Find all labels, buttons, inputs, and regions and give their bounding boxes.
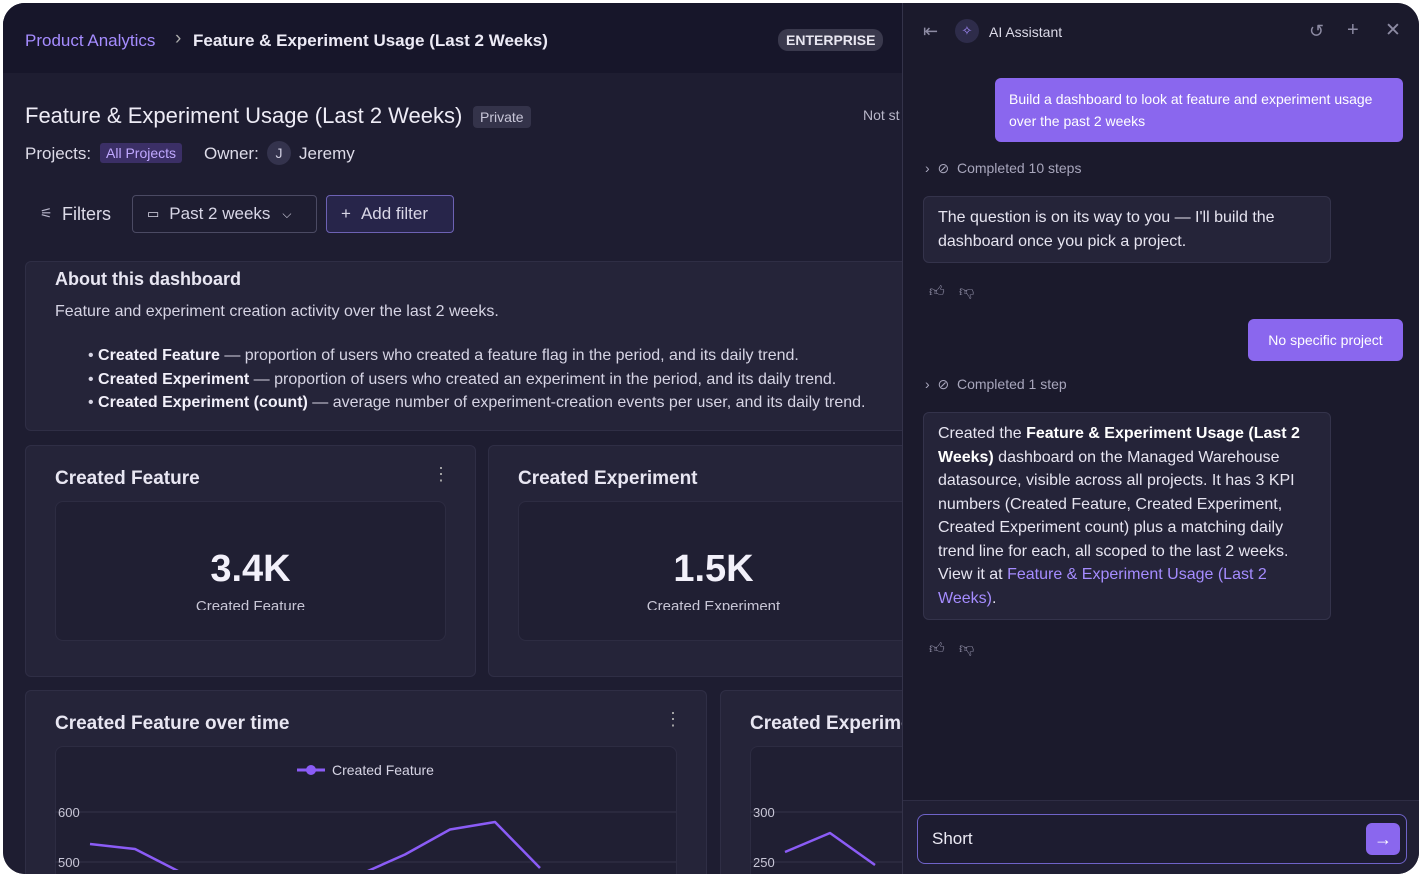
history-icon[interactable]: ↺ bbox=[1309, 21, 1325, 41]
about-title: About this dashboard bbox=[55, 269, 241, 289]
top-bar: Product Analytics › Feature & Experiment… bbox=[3, 3, 902, 73]
kpi-caption: Created Experiment bbox=[646, 598, 781, 610]
send-button[interactable]: → bbox=[1366, 823, 1400, 855]
menu-icon[interactable]: ⋮ bbox=[432, 464, 450, 484]
about-term: Created Experiment (count) bbox=[98, 394, 308, 411]
kpi-value: 3.4K bbox=[210, 548, 291, 590]
chat-input[interactable]: Short → bbox=[917, 814, 1407, 864]
menu-icon[interactable]: ⋮ bbox=[895, 464, 902, 485]
steps-text: Completed 1 step bbox=[956, 376, 1067, 392]
owner-label: Owner: bbox=[204, 144, 259, 163]
assistant-message: The question is on its way to you — I'll… bbox=[923, 196, 1331, 263]
new-chat-icon[interactable]: + bbox=[1347, 19, 1359, 41]
message-text: dashboard on the Managed Warehouse datas… bbox=[938, 448, 1295, 584]
owner-name: Jeremy bbox=[299, 144, 355, 163]
kpi-card: 3.4K Created Feature bbox=[55, 501, 446, 641]
steps-summary[interactable]: › ⊘ Completed 1 step bbox=[925, 376, 1067, 392]
add-filter-text: Add filter bbox=[360, 204, 429, 223]
menu-icon[interactable]: ⋮ bbox=[664, 709, 682, 729]
assistant-message: Created the Feature & Experiment Usage (… bbox=[923, 412, 1331, 620]
add-filter-button[interactable]: + Add filter bbox=[326, 195, 454, 233]
chart-panel: Created Experiment over time bbox=[720, 690, 902, 874]
kpi-card: 1.5K Created Experiment bbox=[518, 501, 902, 641]
date-range-button[interactable]: ▭ Past 2 weeks ⌵ bbox=[132, 195, 317, 233]
assistant-icon: ✧ bbox=[955, 19, 979, 43]
chart-card bbox=[55, 746, 677, 874]
kpi-title: Created Feature bbox=[55, 468, 200, 489]
projects-label: Projects: bbox=[25, 144, 92, 163]
projects-chip[interactable]: All Projects bbox=[100, 143, 183, 163]
plan-badge: ENTERPRISE bbox=[778, 29, 884, 51]
thumbs-down[interactable]: 👎︎ bbox=[959, 283, 975, 300]
steps-text: Completed 10 steps bbox=[956, 160, 1082, 176]
filters-label[interactable]: Filters bbox=[62, 204, 111, 224]
dashboard-title: Feature & Experiment Usage (Last 2 Weeks… bbox=[25, 103, 463, 128]
breadcrumb-current: Feature & Experiment Usage (Last 2 Weeks… bbox=[193, 31, 548, 50]
chart-title: Created Experiment over time bbox=[750, 713, 902, 734]
assistant-title: AI Assistant bbox=[989, 24, 1063, 40]
steps-summary[interactable]: › ⊘ Completed 10 steps bbox=[925, 160, 1082, 176]
kpi-panel: Created Feature ⋮ 3.4K Created Feature bbox=[25, 445, 476, 677]
chart-panel: Created Feature over time ⋮ bbox=[25, 690, 707, 874]
about-list: • Created Feature — proportion of users … bbox=[88, 347, 866, 411]
visibility-badge: Private bbox=[473, 106, 531, 128]
thumbs-up[interactable]: 👍︎ bbox=[929, 640, 945, 657]
about-text: — proportion of users who created a feat… bbox=[219, 347, 799, 364]
message-text: Created the bbox=[938, 425, 1027, 442]
message-bold: Feature & Experiment Usage (Last 2 Weeks… bbox=[938, 425, 1300, 466]
about-text: — average number of experiment-creation … bbox=[307, 394, 866, 411]
status-text: Not st bbox=[863, 107, 900, 123]
about-term: Created Experiment bbox=[98, 370, 250, 388]
user-message: No specific project bbox=[1248, 319, 1403, 361]
about-panel: About this dashboard Feature and experim… bbox=[25, 261, 902, 431]
input-text: Short bbox=[932, 829, 973, 848]
filters-icon: ⚟ bbox=[40, 205, 53, 221]
thumbs-up[interactable]: 👍︎ bbox=[929, 283, 945, 300]
owner-avatar: J bbox=[267, 141, 291, 165]
message-text: . bbox=[991, 589, 997, 607]
about-text: — proportion of users who created an exp… bbox=[249, 370, 837, 388]
dashboard-pane: Product Analytics › Feature & Experiment… bbox=[3, 3, 902, 874]
kpi-caption: Created Feature bbox=[195, 598, 306, 610]
about-term: Created Feature bbox=[98, 347, 220, 364]
chart-title: Created Feature over time bbox=[55, 713, 290, 734]
collapse-icon[interactable]: ⇤ bbox=[923, 21, 939, 41]
about-intro: Feature and experiment creation activity… bbox=[55, 303, 499, 320]
app-frame: Product Analytics › Feature & Experiment… bbox=[3, 3, 1419, 874]
user-message: Build a dashboard to look at feature and… bbox=[995, 78, 1403, 142]
breadcrumb-sep: › bbox=[175, 28, 182, 49]
thumbs-down[interactable]: 👎︎ bbox=[959, 640, 975, 657]
kpi-title: Created Experiment bbox=[518, 468, 698, 489]
chart-card bbox=[750, 746, 902, 874]
breadcrumb-link[interactable]: Product Analytics bbox=[25, 31, 156, 50]
kpi-panel: Created Experiment ⋮ 1.5K Created Experi… bbox=[488, 445, 902, 677]
kpi-value: 1.5K bbox=[673, 548, 754, 590]
close-icon[interactable]: ✕ bbox=[1385, 20, 1401, 41]
dashboard-link[interactable]: Feature & Experiment Usage (Last 2 Weeks… bbox=[938, 566, 1267, 607]
date-range-text: Past 2 weeks bbox=[169, 204, 271, 223]
assistant-pane: ⇤ ✧ AI Assistant ↺ + ✕ Build a dashboard… bbox=[902, 3, 1419, 874]
